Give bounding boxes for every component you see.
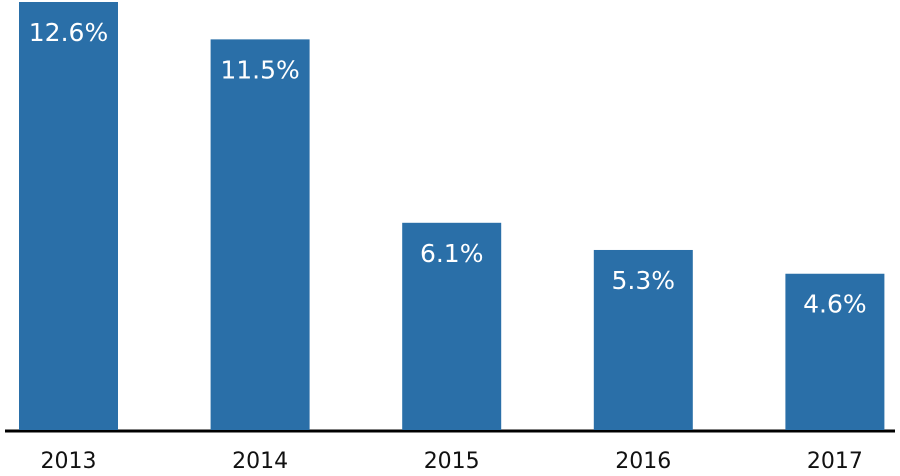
bar bbox=[210, 39, 310, 430]
bar bbox=[593, 249, 693, 430]
bar bbox=[785, 273, 885, 430]
x-tick-label: 2016 bbox=[615, 449, 671, 474]
x-tick-label: 2015 bbox=[424, 449, 480, 474]
value-label: 11.5% bbox=[220, 55, 299, 84]
value-label: 5.3% bbox=[612, 266, 676, 295]
bar bbox=[19, 2, 118, 430]
value-label: 4.6% bbox=[803, 290, 867, 319]
value-label: 12.6% bbox=[29, 18, 108, 47]
x-tick-label: 2017 bbox=[807, 449, 863, 474]
value-label: 6.1% bbox=[420, 239, 484, 268]
x-tick-label: 2014 bbox=[232, 449, 288, 474]
x-tick-label: 2013 bbox=[41, 449, 97, 474]
bar bbox=[402, 222, 502, 430]
